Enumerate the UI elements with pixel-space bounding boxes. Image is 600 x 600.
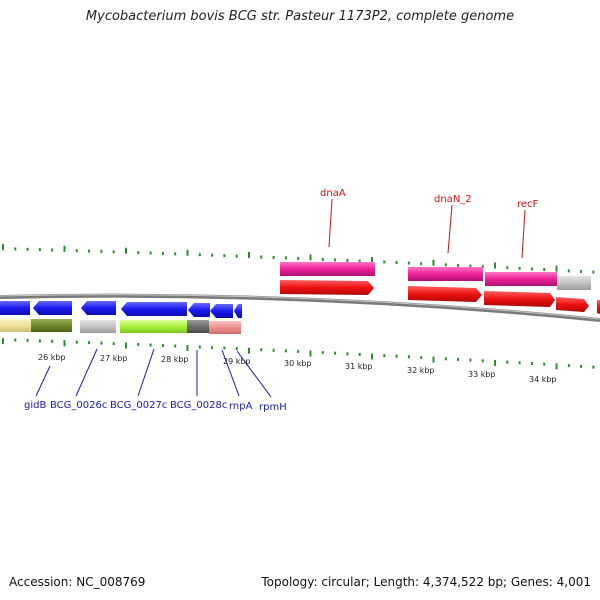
gene-arrow-dnaN[interactable] <box>408 286 482 302</box>
leader-line-dnaA <box>328 198 333 248</box>
gene-arrow-rpmH[interactable] <box>234 304 242 318</box>
feature-gray-left[interactable] <box>80 320 116 333</box>
kbp-label-32: 32 kbp <box>407 366 435 375</box>
gene-label-BCG_0028c[interactable]: BCG_0028c <box>170 400 227 411</box>
kbp-label-27: 27 kbp <box>100 354 128 363</box>
gene-arrow-BCG_0027c[interactable] <box>121 302 187 316</box>
gene-arrow-gidB[interactable] <box>33 301 72 315</box>
upper-feature-track <box>280 262 591 290</box>
gene-arrow-rnpA[interactable] <box>210 304 233 318</box>
feature-gray-right[interactable] <box>557 276 591 290</box>
gene-label-dnaN_2[interactable]: dnaN_2 <box>434 194 472 205</box>
feature-pink[interactable] <box>209 321 241 334</box>
accession-text: Accession: NC_008769 <box>9 575 146 589</box>
gene-arrow-small[interactable] <box>556 297 589 312</box>
leader-line-recF <box>521 209 526 259</box>
genome-title: Mycobacterium bovis BCG str. Pasteur 117… <box>85 9 515 24</box>
gene-arrow-edge[interactable] <box>597 300 600 314</box>
forward-gene-track <box>280 280 600 314</box>
leader-line-gidB <box>35 365 51 397</box>
gene-label-gidB[interactable]: gidB <box>24 400 46 411</box>
kbp-label-30: 30 kbp <box>284 359 312 368</box>
gene-label-BCG_0027c[interactable]: BCG_0027c <box>110 400 167 411</box>
leader-line-BCG_0027c <box>137 348 155 397</box>
kbp-scale-labels: 26 kbp 27 kbp 28 kbp 29 kbp 30 kbp 31 kb… <box>38 353 557 384</box>
gene-label-recF[interactable]: recF <box>517 199 539 210</box>
gene-arrow-dnaA[interactable] <box>280 280 374 295</box>
genome-backbone <box>0 293 600 322</box>
kbp-label-31: 31 kbp <box>345 362 373 371</box>
feature-olive[interactable] <box>31 319 72 332</box>
lower-gene-labels: gidB BCG_0026c BCG_0027c BCG_0028c rnpA … <box>24 348 287 413</box>
genome-summary-text: Topology: circular; Length: 4,374,522 bp… <box>261 575 591 589</box>
upper-scale-ticks <box>2 244 595 274</box>
feature-yellow[interactable] <box>0 319 31 332</box>
kbp-label-26: 26 kbp <box>38 353 66 362</box>
leader-line-BCG_0026c <box>75 348 98 397</box>
leader-line-rpmH <box>236 350 272 398</box>
gene-label-rnpA[interactable]: rnpA <box>229 401 253 412</box>
gene-label-dnaA[interactable]: dnaA <box>320 188 346 199</box>
kbp-label-29: 29 kbp <box>223 357 251 366</box>
gene-label-BCG_0026c[interactable]: BCG_0026c <box>50 400 107 411</box>
feature-darkgray[interactable] <box>187 320 209 333</box>
kbp-label-34: 34 kbp <box>529 375 557 384</box>
lower-scale-ticks <box>2 338 595 370</box>
feature-lime[interactable] <box>120 320 187 333</box>
gene-arrow-BCG_0026c[interactable] <box>81 301 116 315</box>
gene-arrow-recF[interactable] <box>484 291 555 307</box>
leader-line-dnaN_2 <box>447 204 453 254</box>
gene-arrow-BCG_0028c[interactable] <box>188 303 210 317</box>
feature-dnaN[interactable] <box>408 267 483 281</box>
gene-label-rpmH[interactable]: rpmH <box>259 402 287 413</box>
reverse-gene-track <box>0 301 242 318</box>
kbp-label-33: 33 kbp <box>468 370 496 379</box>
feature-dnaA[interactable] <box>280 262 375 276</box>
gene-arrow-left-edge[interactable] <box>0 301 30 315</box>
upper-gene-labels: dnaA dnaN_2 recF <box>320 188 539 259</box>
leader-line-rnpA <box>221 349 240 397</box>
feature-recF[interactable] <box>485 272 557 286</box>
kbp-label-28: 28 kbp <box>161 355 189 364</box>
lower-feature-track <box>0 319 241 334</box>
genome-backbone-highlight <box>0 294 600 320</box>
